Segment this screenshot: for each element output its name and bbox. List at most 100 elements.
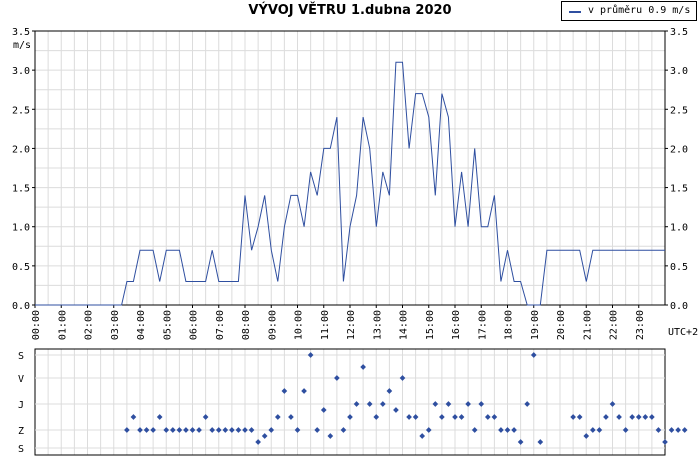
y-tick-label-right: 0.0 xyxy=(670,301,688,312)
direction-frame xyxy=(34,348,666,456)
direction-point xyxy=(445,401,452,407)
direction-point xyxy=(649,414,655,420)
direction-point xyxy=(511,427,517,433)
direction-point xyxy=(524,401,531,407)
direction-point xyxy=(583,433,590,439)
direction-point xyxy=(668,427,675,433)
y-tick-label-left: 2.5 xyxy=(12,105,30,116)
direction-point xyxy=(301,388,307,394)
direction-point xyxy=(629,414,636,420)
x-tick-label: 16:00 xyxy=(451,310,462,340)
direction-point xyxy=(314,427,321,433)
y-tick-label-left: 0.0 xyxy=(12,301,30,312)
direction-point xyxy=(347,414,353,420)
direction-point xyxy=(137,427,143,433)
direction-point xyxy=(517,439,524,445)
x-tick-label: 09:00 xyxy=(267,310,278,340)
direction-point xyxy=(439,414,445,420)
direction-point xyxy=(452,414,458,420)
x-tick-label: 06:00 xyxy=(189,310,200,340)
chart-title: VÝVOJ VĚTRU 1.dubna 2020 xyxy=(248,3,452,18)
direction-point xyxy=(662,439,668,445)
direction-point xyxy=(261,433,268,439)
x-tick-label: 00:00 xyxy=(31,310,42,340)
x-tick-label: 15:00 xyxy=(425,310,436,340)
direction-point xyxy=(498,427,504,433)
direction-point xyxy=(609,401,616,407)
y-tick-label-right: 1.5 xyxy=(670,184,688,195)
direction-point xyxy=(281,388,288,394)
direction-point xyxy=(124,427,130,433)
direction-point xyxy=(255,439,261,445)
direction-point xyxy=(229,427,235,433)
direction-point xyxy=(320,407,327,413)
direction-label: Z xyxy=(18,426,24,437)
direction-point xyxy=(537,439,544,445)
direction-point xyxy=(478,401,485,407)
direction-point xyxy=(681,427,688,433)
y-tick-label-left: 2.0 xyxy=(12,144,30,155)
legend-swatch xyxy=(569,11,581,13)
direction-point xyxy=(471,427,478,433)
direction-point xyxy=(642,414,649,420)
x-tick-label: 10:00 xyxy=(294,310,305,340)
direction-point xyxy=(327,433,334,439)
x-tick-label: 03:00 xyxy=(110,310,121,340)
x-tick-label: 07:00 xyxy=(215,310,226,340)
direction-point xyxy=(465,401,471,407)
y-tick-label-right: 3.5 xyxy=(670,27,688,38)
direction-point xyxy=(130,414,137,420)
direction-point xyxy=(196,427,202,433)
x-tick-label: 04:00 xyxy=(136,310,147,340)
y-axis-label: m/s xyxy=(13,40,31,51)
x-tick-label: 19:00 xyxy=(530,310,541,340)
direction-point xyxy=(458,414,465,420)
direction-point xyxy=(484,414,491,420)
x-tick-label: 01:00 xyxy=(57,310,68,340)
direction-point xyxy=(655,427,662,433)
direction-point xyxy=(399,375,406,381)
direction-point xyxy=(189,427,196,433)
direction-point xyxy=(169,427,176,433)
y-tick-label-left: 1.0 xyxy=(12,223,30,234)
direction-point xyxy=(215,427,222,433)
direction-label: S xyxy=(18,444,24,455)
y-tick-label-left: 0.5 xyxy=(12,262,30,273)
direction-point xyxy=(635,414,642,420)
y-tick-label-left: 1.5 xyxy=(12,184,30,195)
direction-point xyxy=(366,401,373,407)
direction-label: S xyxy=(18,351,24,362)
direction-point xyxy=(163,427,170,433)
direction-point xyxy=(353,401,360,407)
y-tick-label-right: 0.5 xyxy=(670,262,688,273)
direction-point xyxy=(675,427,681,433)
direction-point xyxy=(406,414,412,420)
direction-point xyxy=(340,427,347,433)
x-tick-label: 13:00 xyxy=(372,310,383,340)
direction-point xyxy=(603,414,609,420)
x-tick-label: 11:00 xyxy=(320,310,331,340)
x-tick-label: 17:00 xyxy=(477,310,488,340)
direction-point xyxy=(419,433,426,439)
x-tick-label: 08:00 xyxy=(241,310,252,340)
direction-point xyxy=(616,414,622,420)
direction-point xyxy=(222,427,229,433)
y-tick-label-left: 3.0 xyxy=(12,66,30,77)
x-tick-label: 12:00 xyxy=(346,310,357,340)
direction-point xyxy=(373,414,380,420)
direction-point xyxy=(268,427,275,433)
legend: v průměru 0.9 m/s xyxy=(561,1,697,21)
direction-point xyxy=(307,352,314,358)
y-tick-label-right: 1.0 xyxy=(670,223,688,234)
direction-point xyxy=(576,414,583,420)
direction-point xyxy=(156,414,163,420)
y-tick-label-right: 2.0 xyxy=(670,144,688,155)
x-tick-label: 02:00 xyxy=(84,310,95,340)
y-tick-label-right: 2.5 xyxy=(670,105,688,116)
x-tick-label: 05:00 xyxy=(162,310,173,340)
direction-point xyxy=(570,414,576,420)
direction-point xyxy=(504,427,511,433)
direction-point xyxy=(393,407,399,413)
direction-point xyxy=(360,364,366,370)
